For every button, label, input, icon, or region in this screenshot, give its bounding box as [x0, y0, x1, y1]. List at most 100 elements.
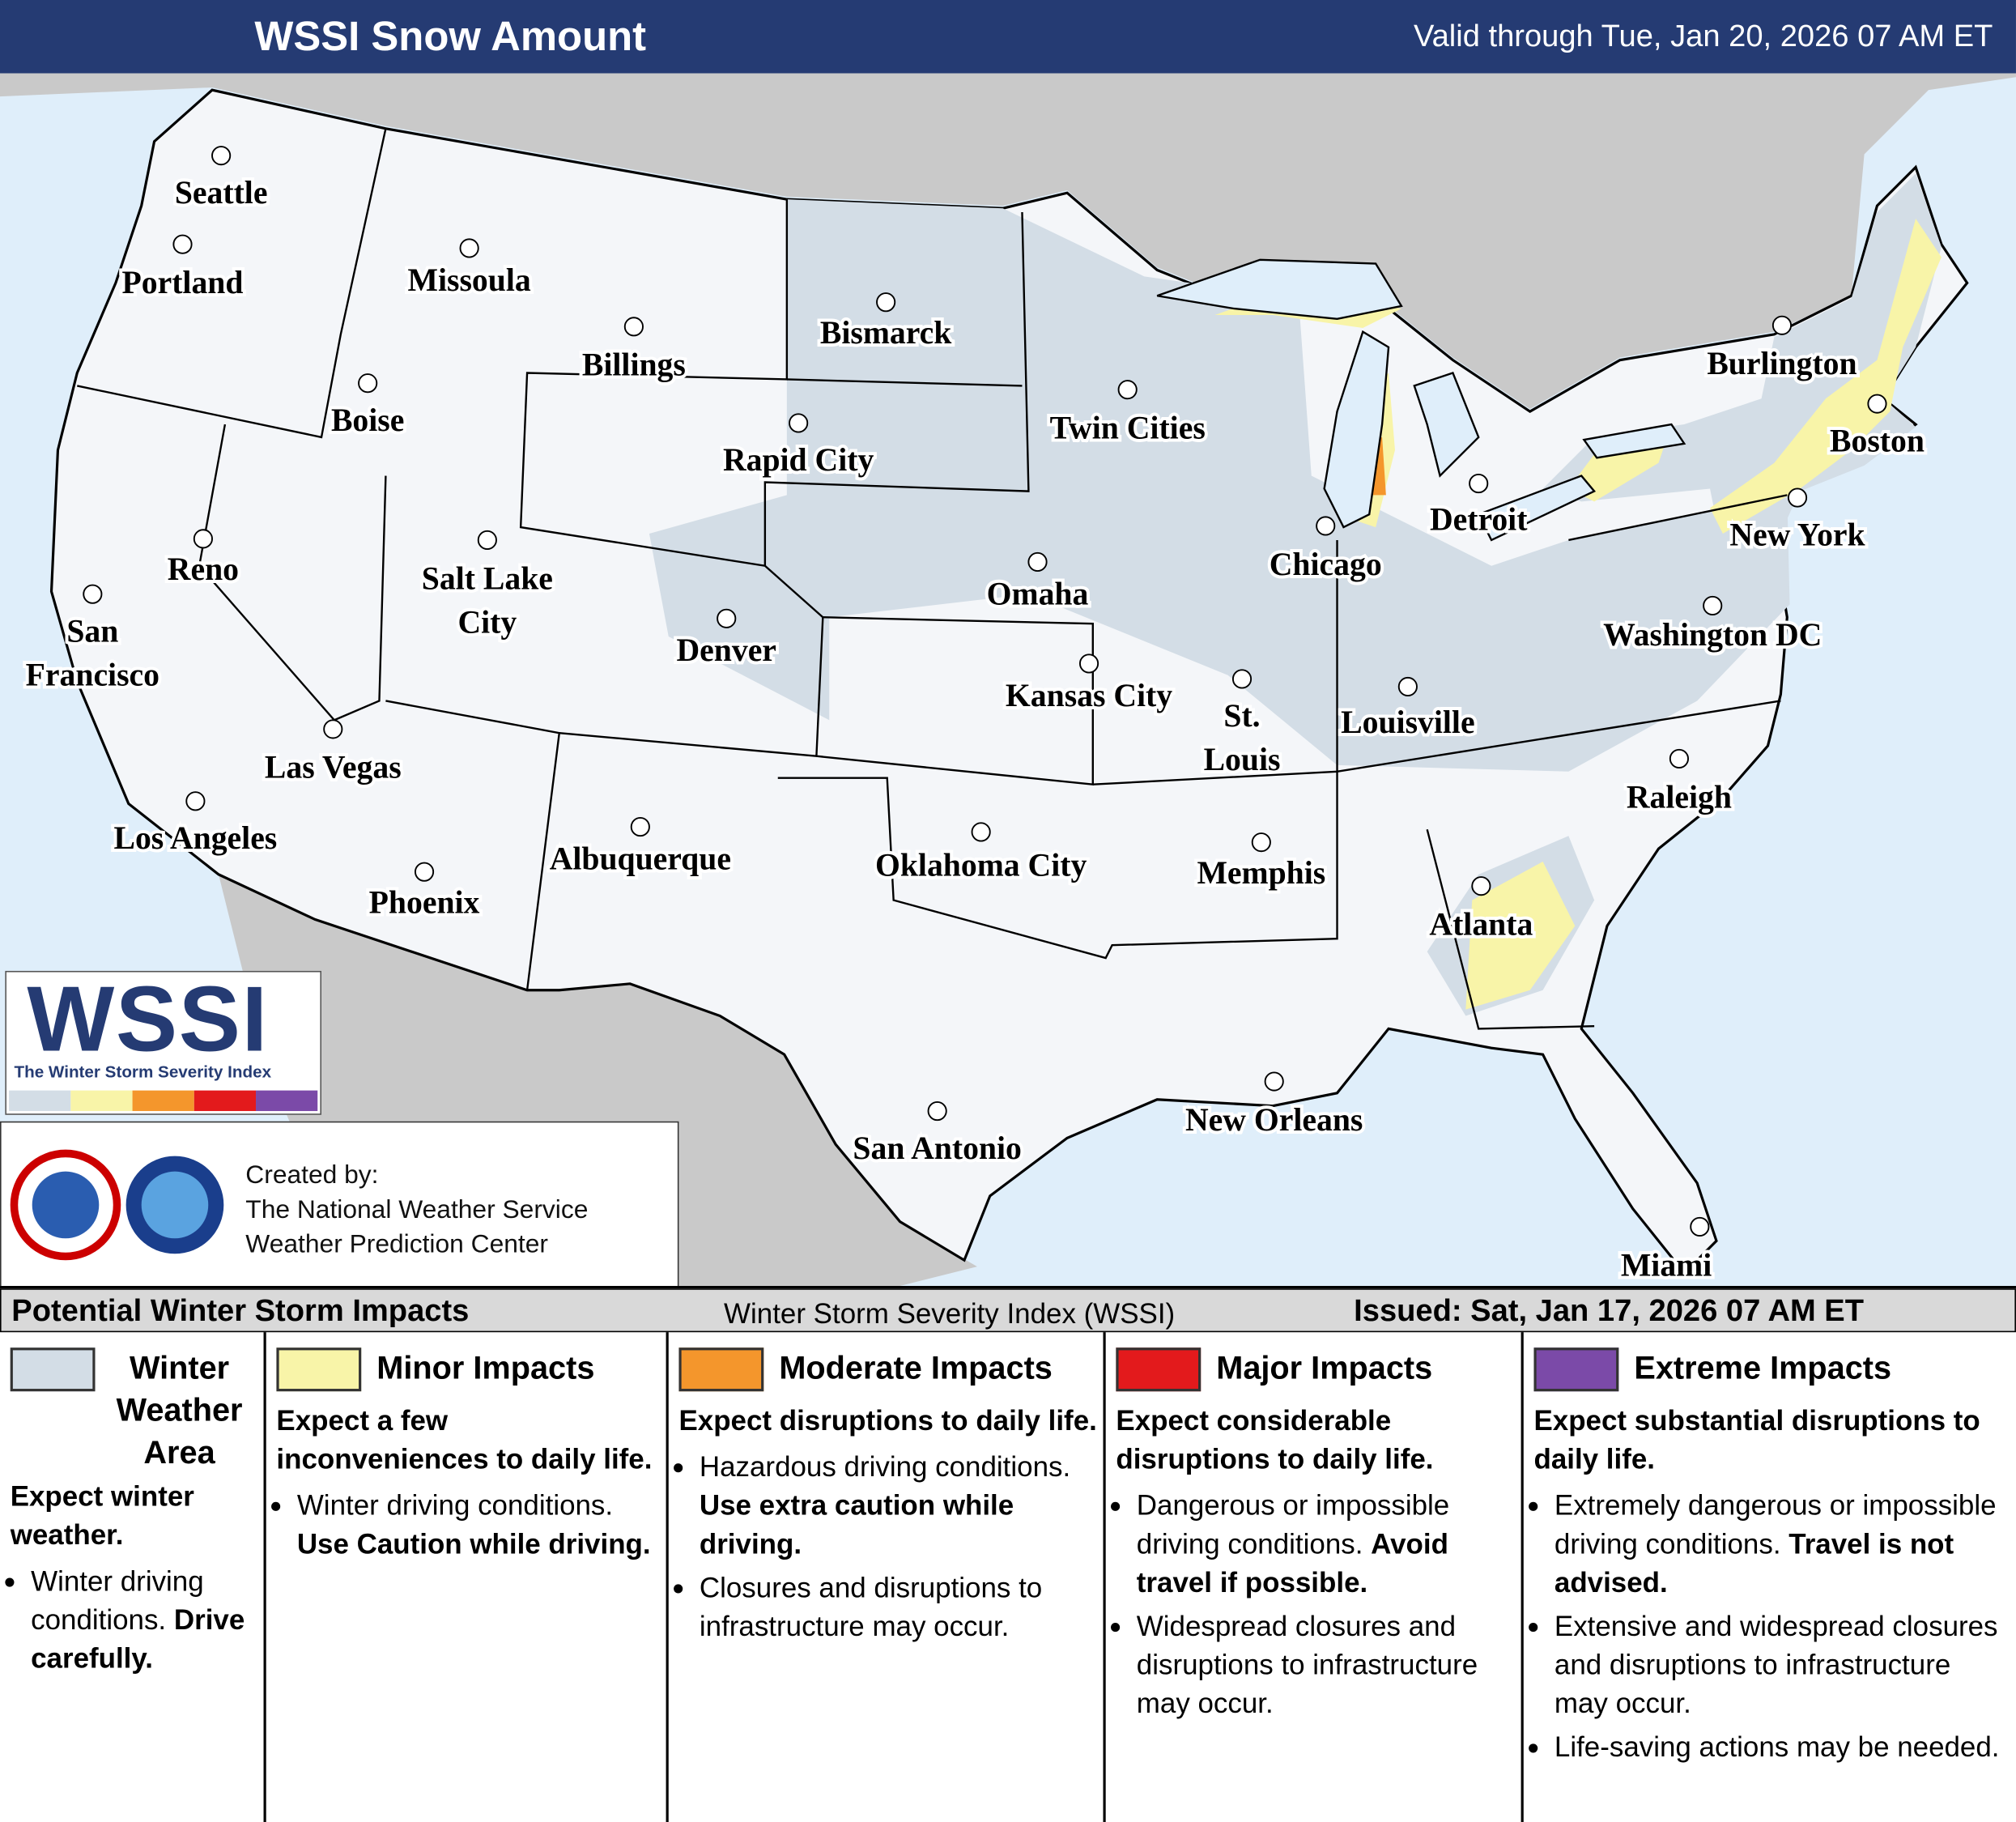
city-label: Chicago — [1270, 547, 1382, 582]
minor-area — [1465, 861, 1576, 1010]
legend-swatch — [678, 1347, 764, 1392]
lake-superior — [1156, 258, 1403, 321]
bullet-emphasis: Use Caution while driving. — [296, 1527, 651, 1560]
city-dot — [323, 719, 343, 739]
legend-headline: Expect disruptions to daily life. — [678, 1404, 1097, 1437]
city-label: St. — [1223, 698, 1260, 734]
city-label: New Orleans — [1185, 1102, 1363, 1138]
city-label: Memphis — [1197, 855, 1325, 891]
legend-swatch — [276, 1347, 362, 1392]
bullet-text: Life-saving actions may be needed. — [1554, 1730, 2000, 1764]
city-dot — [630, 817, 650, 837]
city-dot — [211, 146, 232, 166]
legend-name: Winter Weather Area — [116, 1350, 243, 1471]
city-label: Reno — [168, 551, 239, 587]
city-dot — [172, 234, 193, 254]
city-label: Twin Cities — [1050, 411, 1206, 446]
city-label: Miami — [1621, 1247, 1712, 1283]
bullet-text: Hazardous driving conditions. — [699, 1450, 1071, 1483]
legend-title: Potential Winter Storm Impacts — [11, 1293, 470, 1329]
map: Seattle Portland Missoula Billings Bismarck B… — [0, 73, 2016, 1287]
bullet-list: Extremely dangerous or impossible drivin… — [1533, 1487, 2010, 1767]
city-label: Las Vegas — [265, 750, 402, 785]
bullet-list: Hazardous driving conditions. Use extra … — [678, 1448, 1098, 1646]
logo-subtitle: The Winter Storm Severity Index — [14, 1062, 272, 1082]
legend-bar: Potential Winter Storm Impacts Winter St… — [0, 1288, 2016, 1333]
legend-headline: Expect considerable disruptions to daily… — [1116, 1404, 1434, 1475]
legend-subtitle: Winter Storm Severity Index (WSSI) — [724, 1297, 1176, 1330]
bullet-list: Winter driving conditions. Drive careful… — [11, 1562, 258, 1678]
city-label: Bismarck — [820, 315, 952, 351]
city-label: Oklahoma City — [875, 847, 1087, 883]
bullet-emphasis: Drive carefully. — [31, 1603, 245, 1675]
lake-erie — [1477, 475, 1597, 542]
city-label: Billings — [582, 347, 686, 383]
legend-column: Extreme Impacts Expect substantial disrup… — [1524, 1332, 2016, 1822]
city-dot — [477, 530, 497, 551]
city-label: Detroit — [1430, 501, 1528, 537]
strip-color — [194, 1090, 257, 1112]
legend-column: Major Impacts Expect considerable disrupt… — [1106, 1332, 1524, 1822]
header: WSSI Snow Amount Valid through Tue, Jan … — [0, 0, 2016, 74]
bullet-text: Widespread closures and disruptions to i… — [1136, 1610, 1478, 1720]
city-label: Phoenix — [369, 884, 480, 920]
noaa-logo-center — [141, 1171, 209, 1239]
bullet: Widespread closures and disruptions to i… — [1137, 1607, 1516, 1723]
lake-huron — [1413, 372, 1480, 478]
city-dot — [1471, 876, 1491, 896]
city-label: Burlington — [1707, 346, 1857, 381]
legend-headline: Expect substantial disruptions to daily … — [1533, 1404, 1980, 1475]
legend-headline: Expect winter weather. — [10, 1479, 194, 1552]
bullet-text: Winter driving conditions. — [296, 1488, 614, 1522]
legend-swatch — [1116, 1347, 1202, 1392]
city-label: New York — [1729, 517, 1865, 552]
legend-swatch — [10, 1347, 96, 1392]
city-label: Boise — [331, 402, 404, 438]
city-dot — [1771, 315, 1793, 335]
canada — [0, 73, 2016, 409]
wssi-logo: WSSI The Winter Storm Severity Index — [5, 968, 322, 1115]
winter-area — [649, 199, 1790, 772]
nws-logo-center — [32, 1171, 100, 1239]
city-label: San Antonio — [853, 1130, 1021, 1166]
city-dot — [623, 317, 644, 337]
city-dot — [1078, 653, 1099, 674]
bullet: Extremely dangerous or impossible drivin… — [1555, 1487, 2011, 1603]
minor-area — [1710, 218, 1942, 534]
legend: Potential Winter Storm Impacts Winter St… — [0, 1286, 2016, 1822]
city-dot — [185, 791, 206, 811]
legend-name: Minor Impacts — [376, 1350, 595, 1386]
city-dot — [1027, 551, 1048, 573]
city-label: Boston — [1830, 423, 1925, 458]
city-dot — [358, 373, 378, 394]
city-dot — [1264, 1071, 1284, 1092]
logo-color-strip — [9, 1090, 318, 1112]
city-dot — [1787, 487, 1808, 508]
city-label: Portland — [122, 265, 244, 300]
city-label: Kansas City — [1006, 678, 1172, 713]
issued-time: Issued: Sat, Jan 17, 2026 07 AM ET — [1354, 1293, 1865, 1329]
bullet: Dangerous or impossible driving conditio… — [1137, 1487, 1516, 1603]
bullet-list: Winter driving conditions. Use Caution w… — [276, 1487, 661, 1564]
credit-line: Weather Prediction Center — [245, 1230, 548, 1259]
city-dot — [927, 1100, 947, 1122]
city-dot — [1469, 474, 1489, 494]
city-dot — [1231, 669, 1253, 689]
city-dot — [971, 822, 991, 842]
city-dot — [1867, 394, 1887, 414]
city-label: Salt Lake — [422, 560, 553, 596]
city-label: Los Angeles — [113, 820, 277, 856]
credit-line: Created by: — [245, 1160, 379, 1190]
legend-name: Moderate Impacts — [779, 1350, 1053, 1386]
city-dot — [193, 529, 213, 549]
city-label: Atlanta — [1429, 906, 1533, 942]
bullet-text: Closures and disruptions to infrastructu… — [699, 1571, 1043, 1642]
city-label: Rapid City — [723, 442, 874, 478]
bullet: Closures and disruptions to infrastructu… — [700, 1569, 1098, 1645]
title: WSSI Snow Amount — [254, 12, 647, 60]
credit-line: The National Weather Service — [245, 1195, 589, 1224]
lake-michigan — [1323, 330, 1390, 529]
city-label: San — [66, 613, 118, 649]
city-dot — [459, 238, 479, 258]
